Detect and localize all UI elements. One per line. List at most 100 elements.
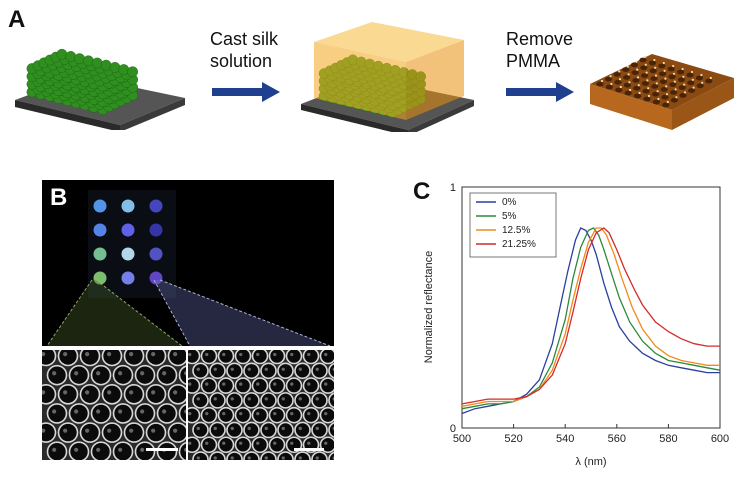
inner-pore: [264, 367, 268, 371]
inner-pore: [151, 428, 156, 433]
photonic-crystal-photo: [42, 180, 334, 346]
pore: [68, 403, 90, 424]
pore: [260, 392, 277, 409]
inner-pore: [196, 397, 200, 401]
pore: [217, 350, 235, 365]
scale-bar: [294, 448, 324, 451]
pore: [123, 422, 145, 443]
pore: [639, 57, 647, 63]
inner-pore: [298, 397, 302, 401]
highlight: [638, 91, 641, 95]
sample-dot: [149, 247, 163, 261]
inner-pore: [315, 456, 319, 460]
highlight: [664, 77, 667, 80]
pore: [167, 383, 186, 405]
pore: [251, 436, 269, 454]
pore: [311, 451, 328, 460]
inner-pore: [140, 447, 145, 452]
highlight: [655, 82, 658, 85]
pore: [328, 422, 334, 438]
pore: [57, 383, 79, 405]
y-tick-label: 1: [450, 182, 456, 194]
pore: [649, 68, 657, 74]
pore: [670, 97, 678, 103]
sample-dot: [149, 199, 163, 213]
inner-pore: [96, 371, 101, 376]
inner-pore: [173, 352, 178, 357]
series-line-2: [461, 227, 720, 407]
pore: [294, 392, 311, 409]
highlight: [692, 86, 695, 89]
highlight: [681, 67, 684, 71]
inner-pore: [213, 397, 217, 401]
x-tick-label: 600: [711, 433, 729, 445]
inner-pore: [281, 426, 285, 431]
inner-pore: [129, 428, 134, 433]
highlight: [647, 87, 650, 90]
pore: [123, 350, 145, 367]
pore: [200, 436, 218, 454]
pore: [192, 362, 209, 380]
pore: [101, 422, 123, 443]
pore: [226, 362, 243, 380]
inner-pore: [184, 371, 186, 376]
highlight: [629, 88, 632, 92]
inner-pore: [118, 447, 123, 452]
highlight: [665, 85, 668, 88]
inner-pore: [118, 371, 123, 376]
inner-pore: [290, 412, 294, 416]
inner-pore: [273, 382, 277, 386]
pore: [112, 364, 134, 386]
pore: [243, 392, 260, 409]
highlight: [645, 71, 648, 74]
pore: [311, 392, 328, 409]
pore: [285, 377, 303, 394]
inner-pore: [247, 397, 251, 401]
pore: [648, 60, 656, 66]
inner-pore: [281, 367, 285, 371]
arrow-right-icon: [212, 82, 280, 102]
inner-pore: [188, 382, 192, 386]
inner-pore: [298, 426, 302, 431]
pore: [90, 364, 112, 386]
pore: [268, 436, 286, 454]
pore: [209, 392, 226, 409]
inner-pore: [85, 352, 90, 357]
pore: [167, 350, 186, 367]
pore: [234, 377, 252, 394]
inner-pore: [256, 441, 260, 445]
y-axis-label: Normalized reflectance: [423, 251, 435, 364]
pore: [642, 88, 650, 94]
highlight: [691, 78, 694, 81]
pore: [319, 406, 334, 424]
highlight: [675, 96, 678, 99]
y-tick-label: 0: [450, 423, 456, 435]
inner-pore: [129, 390, 134, 395]
pore: [79, 350, 101, 367]
highlight: [628, 81, 631, 84]
highlight: [674, 88, 677, 91]
pore: [302, 377, 320, 394]
inner-pore: [107, 390, 112, 395]
legend-box: [469, 192, 557, 258]
inner-pore: [290, 352, 294, 357]
pore: [112, 403, 134, 424]
sample-dot: [149, 223, 163, 237]
inner-pore: [264, 456, 268, 460]
inner-pore: [332, 367, 334, 371]
highlight: [636, 68, 639, 71]
inner-pore: [74, 409, 79, 414]
sample-dot: [93, 223, 107, 237]
pore: [677, 69, 685, 75]
inner-pore: [205, 412, 209, 416]
pore: [688, 88, 696, 93]
pore: [112, 441, 134, 460]
highlight: [627, 73, 630, 76]
pore: [134, 441, 156, 460]
pore: [614, 79, 622, 85]
inner-pore: [315, 367, 319, 371]
highlight: [682, 75, 685, 78]
pore: [42, 383, 57, 405]
highlight: [636, 76, 640, 79]
pore: [226, 421, 243, 439]
